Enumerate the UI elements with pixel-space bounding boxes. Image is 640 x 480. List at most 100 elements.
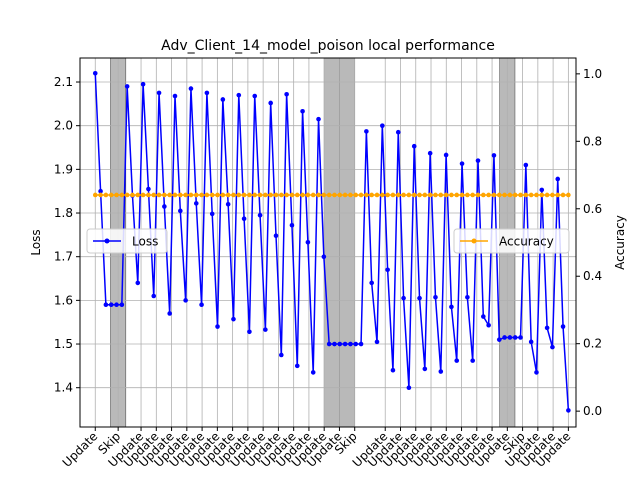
accuracy-point [465,192,470,198]
loss-point [380,123,385,128]
skip-region [339,57,356,428]
accuracy-point [119,192,125,198]
loss-point [263,327,268,332]
loss-point [390,367,396,373]
loss-point [279,352,284,358]
accuracy-point [369,192,374,198]
accuracy-point [188,192,194,198]
accuracy-point [401,192,406,198]
loss-point [220,97,226,102]
loss-point [337,341,343,347]
loss-point [364,129,369,134]
accuracy-point [470,192,475,198]
left-axis-label: Loss [29,229,43,255]
loss-point [225,201,231,207]
accuracy-legend-label: Accuracy [499,235,554,249]
accuracy-point [374,192,380,198]
accuracy-point [130,192,135,198]
accuracy-point [124,192,130,198]
left-axis-tick-label: 1.8 [54,206,73,220]
loss-point [395,129,401,135]
right-axis-tick-label: 1.0 [583,67,602,81]
loss-point [534,370,539,375]
loss-point [422,366,428,372]
loss-point [406,385,412,390]
accuracy-point [427,192,433,198]
loss-point [156,90,162,96]
loss-point [401,295,406,301]
accuracy-point [433,192,438,198]
accuracy-point [496,192,502,198]
accuracy-point [98,192,103,198]
loss-line [94,73,570,411]
accuracy-point [358,192,364,198]
loss-point [566,408,571,413]
accuracy-point [566,192,571,198]
loss-point [300,108,305,114]
loss-point [268,100,273,106]
accuracy-point [236,192,242,198]
loss-point [550,344,555,350]
accuracy-point [172,192,178,198]
accuracy-point [108,192,114,198]
loss-point [502,335,507,340]
left-axis-tick-label: 2.0 [54,119,73,133]
loss-point [507,335,513,340]
loss-point [140,81,146,87]
loss-point [486,322,491,328]
loss-point [528,339,534,345]
accuracy-point [279,192,284,198]
accuracy-point [550,192,555,198]
loss-point [135,280,141,286]
accuracy-point [422,192,428,198]
loss-point [167,311,172,316]
accuracy-point [215,192,220,198]
accuracy-point [268,192,273,198]
loss-point [496,337,502,342]
accuracy-point [305,192,311,198]
loss-point [289,222,295,228]
loss-point [560,324,566,329]
loss-point [385,267,390,273]
loss-point [103,302,109,308]
loss-point [305,239,311,245]
loss-point [199,302,204,308]
accuracy-point [411,192,417,198]
loss-point [459,161,465,166]
accuracy-point [231,192,236,198]
loss-point [241,216,247,222]
loss-legend: Loss [86,228,168,254]
loss-point [172,93,178,99]
loss-point [252,93,258,99]
accuracy-point [364,192,369,198]
series [92,70,571,413]
accuracy-point [310,192,316,198]
accuracy-point [289,192,295,198]
loss-point [491,153,497,158]
accuracy-point [486,192,491,198]
loss-point [369,280,374,286]
accuracy-point [252,192,258,198]
right-axis-tick-label: 0.4 [583,269,602,283]
loss-point [273,233,279,239]
accuracy-point [199,192,204,198]
accuracy-point [183,192,188,198]
accuracy-point [518,192,523,198]
right-axis: 0.0 0.2 0.4 0.6 0.8 1.0 [576,67,602,418]
right-axis-tick-label: 0.0 [583,404,602,418]
accuracy-point [321,192,327,198]
accuracy-point [353,192,359,198]
accuracy-point [491,192,497,198]
loss-point [342,341,348,347]
accuracy-point [225,192,231,198]
loss-point [449,304,454,310]
accuracy-legend: Accuracy [453,228,570,254]
loss-point [539,187,545,193]
loss-point [284,91,289,97]
accuracy-point [555,192,561,198]
accuracy-point [337,192,343,198]
loss-point [374,339,380,345]
left-axis-tick-label: 2.1 [54,75,73,89]
accuracy-point [454,192,460,198]
